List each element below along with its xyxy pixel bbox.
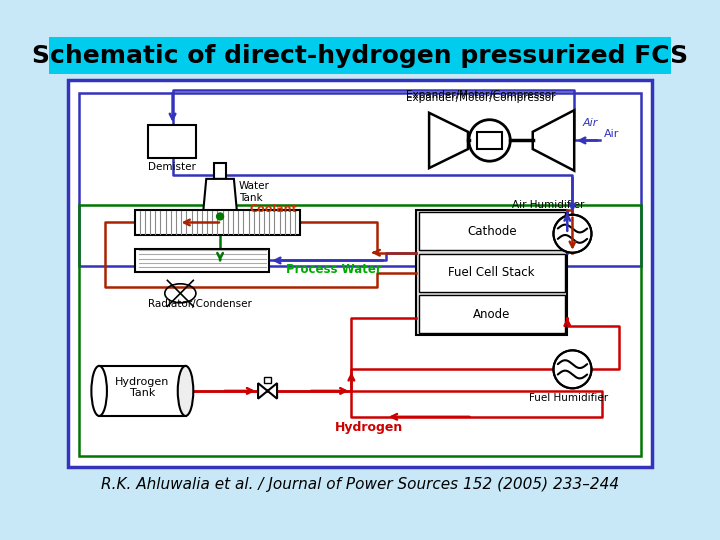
Text: R.K. Ahluwalia et al. / Journal of Power Sources 152 (2005) 233–244: R.K. Ahluwalia et al. / Journal of Power… (101, 477, 619, 492)
Text: Air: Air (603, 129, 619, 139)
Bar (49, 37, 671, 74)
Text: Hydrogen
Tank: Hydrogen Tank (115, 377, 169, 399)
Bar (477, 132, 502, 149)
Ellipse shape (91, 366, 107, 416)
Bar (99, 366, 186, 416)
Bar (419, 295, 564, 333)
Bar (135, 249, 269, 272)
Bar (68, 80, 652, 467)
Text: Process Water: Process Water (287, 263, 382, 276)
Ellipse shape (178, 366, 193, 416)
Text: Radiator/Condenser: Radiator/Condenser (148, 299, 252, 308)
Circle shape (469, 120, 510, 161)
Text: Hydrogen: Hydrogen (335, 421, 402, 434)
Text: Water
Tank: Water Tank (239, 181, 270, 203)
Bar (148, 125, 196, 158)
Text: Fuel Humidifier: Fuel Humidifier (528, 393, 608, 403)
Text: Air Humidifier: Air Humidifier (512, 200, 585, 210)
Text: Air: Air (582, 118, 598, 128)
Bar (419, 212, 564, 250)
Circle shape (554, 215, 591, 253)
Bar (79, 205, 641, 456)
Text: Coolant: Coolant (250, 204, 297, 214)
Bar (214, 163, 226, 179)
Text: Expander/Motor/Compressor: Expander/Motor/Compressor (406, 90, 556, 100)
Bar (79, 93, 641, 266)
Polygon shape (258, 383, 277, 399)
Bar (416, 210, 567, 335)
Circle shape (217, 213, 223, 220)
Polygon shape (533, 110, 575, 171)
Bar (264, 377, 271, 383)
Polygon shape (429, 113, 468, 168)
Text: Schematic of direct-hydrogen pressurized FCS: Schematic of direct-hydrogen pressurized… (32, 44, 688, 68)
Text: Cathode: Cathode (467, 225, 516, 238)
Bar (419, 254, 564, 292)
Circle shape (554, 350, 591, 388)
Text: Demister: Demister (148, 162, 196, 172)
Text: Anode: Anode (473, 308, 510, 321)
Text: Fuel Cell Stack: Fuel Cell Stack (449, 266, 535, 279)
Polygon shape (203, 179, 238, 216)
Text: Expander/Motor/Compressor: Expander/Motor/Compressor (406, 93, 556, 103)
Bar (135, 210, 300, 235)
